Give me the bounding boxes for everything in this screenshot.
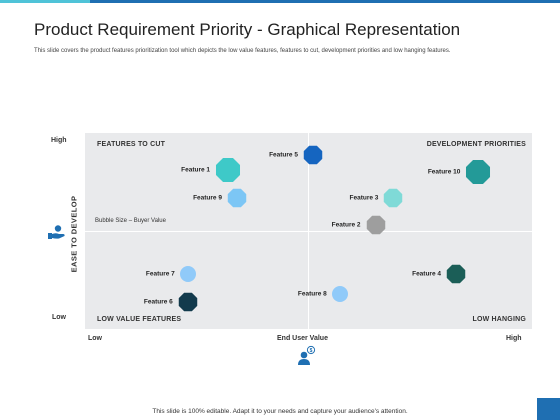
quadrant-label-development-priorities: DEVELOPMENT PRIORITIES [426,141,526,148]
feature-1-marker [216,158,241,183]
quadrant-label-low-value-features: LOW VALUE FEATURES [97,316,182,323]
feature-5-bubble [303,145,323,164]
feature-5-marker [303,145,323,164]
page-title: Product Requirement Priority - Graphical… [34,20,461,39]
feature-10-marker [466,160,491,185]
feature-7-bubble [179,266,196,283]
feature-9-label: Feature 9 [193,194,222,202]
y-axis-low-label: Low [52,314,66,321]
y-axis-title: EASE TO DEVELOP [69,195,79,273]
feature-10-label: Feature 10 [427,168,461,176]
feature-8-marker [331,285,348,302]
feature-4-marker [446,264,466,284]
x-axis-title: End User Value [277,335,328,342]
feature-5-label: Feature 5 [269,151,298,159]
feature-8-label: Feature 8 [297,290,327,298]
x-axis-high-label: High [506,335,522,342]
feature-1-label: Feature 1 [181,166,211,174]
feature-6-label: Feature 6 [143,298,173,306]
quadrant-label-low-hanging: LOW HANGING [472,316,526,323]
feature-9-marker [227,188,247,207]
feature-1-bubble [216,158,241,183]
feature-2-marker [366,215,385,235]
feature-7-marker [179,266,196,283]
corner-block [537,398,560,420]
priority-matrix: FEATURES TO CUT DEVELOPMENT PRIORITIES L… [85,133,532,329]
feature-4-bubble [446,264,466,284]
bubble-size-note: Bubble Size – Buyer Value [95,218,166,224]
feature-3-label: Feature 3 [349,194,379,202]
user-dollar-icon: $ [298,345,316,365]
top-bar-accent [0,0,90,3]
feature-3-marker [384,188,403,207]
svg-text:$: $ [310,348,313,354]
feature-2-bubble [366,215,385,235]
page-subtitle: This slide covers the product features p… [34,48,451,54]
hand-coin-icon [48,225,65,239]
feature-9-bubble [227,188,247,207]
quadrant-label-features-to-cut: FEATURES TO CUT [97,141,166,148]
feature-6-marker [178,292,198,311]
horizontal-divider [85,231,532,232]
x-axis-low-label: Low [88,335,102,342]
feature-10-bubble [466,160,491,185]
feature-4-label: Feature 4 [412,270,441,278]
feature-2-label: Feature 2 [331,221,361,229]
feature-6-bubble [178,292,198,311]
y-axis-high-label: High [51,137,67,144]
feature-7-label: Feature 7 [145,270,175,278]
top-bar [0,0,560,3]
feature-3-bubble [384,188,403,207]
footer-note: This slide is 100% editable. Adapt it to… [152,408,408,415]
feature-8-bubble [331,285,348,302]
